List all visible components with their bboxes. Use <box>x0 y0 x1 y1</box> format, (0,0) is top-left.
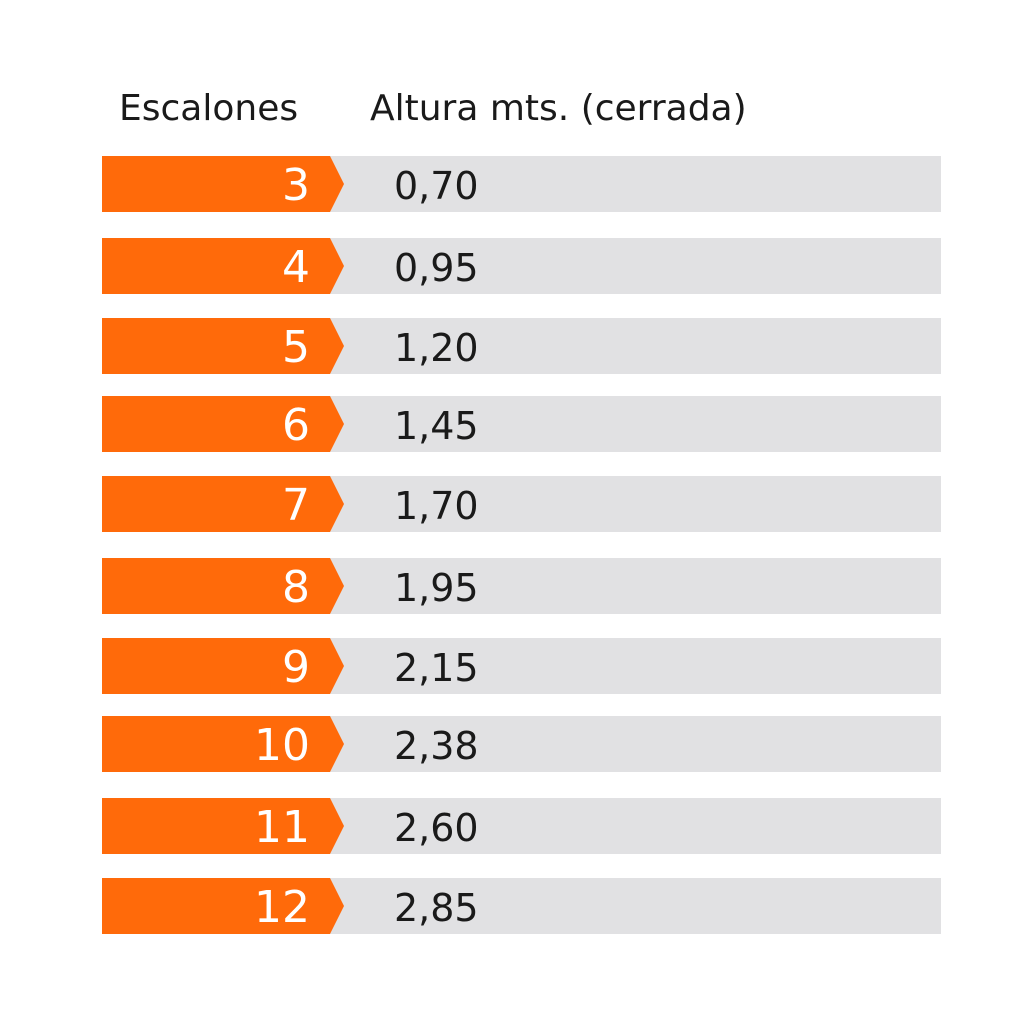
closed-height: 0,95 <box>394 246 479 290</box>
step-count: 7 <box>282 480 310 531</box>
closed-height: 2,60 <box>394 806 479 850</box>
column-header-steps: Escalones <box>119 88 299 129</box>
closed-height: 1,95 <box>394 566 479 610</box>
closed-height: 1,45 <box>394 404 479 448</box>
closed-height: 0,70 <box>394 164 479 208</box>
table-row: 3 0,70 <box>102 156 941 212</box>
column-header-height: Altura mts. (cerrada) <box>370 88 747 129</box>
step-count-tag: 7 <box>102 476 344 532</box>
closed-height: 2,38 <box>394 724 479 768</box>
step-count-tag: 6 <box>102 396 344 452</box>
closed-height: 2,15 <box>394 646 479 690</box>
step-count: 8 <box>282 562 310 613</box>
table-row: 6 1,45 <box>102 396 941 452</box>
closed-height: 2,85 <box>394 886 479 930</box>
step-count-tag: 11 <box>102 798 344 854</box>
step-count: 10 <box>254 720 310 771</box>
step-count-tag: 5 <box>102 318 344 374</box>
table-row: 7 1,70 <box>102 476 941 532</box>
table-row: 4 0,95 <box>102 238 941 294</box>
table-row: 12 2,85 <box>102 878 941 934</box>
step-count: 4 <box>282 242 310 293</box>
closed-height: 1,20 <box>394 326 479 370</box>
table-row: 10 2,38 <box>102 716 941 772</box>
step-count-tag: 4 <box>102 238 344 294</box>
table-row: 9 2,15 <box>102 638 941 694</box>
step-count: 6 <box>282 400 310 451</box>
step-count: 9 <box>282 642 310 693</box>
step-count-tag: 10 <box>102 716 344 772</box>
step-count-tag: 12 <box>102 878 344 934</box>
step-count-tag: 3 <box>102 156 344 212</box>
table-row: 11 2,60 <box>102 798 941 854</box>
step-count: 5 <box>282 322 310 373</box>
step-count: 3 <box>282 160 310 211</box>
step-count: 12 <box>254 882 310 933</box>
closed-height: 1,70 <box>394 484 479 528</box>
step-count-tag: 8 <box>102 558 344 614</box>
step-count-tag: 9 <box>102 638 344 694</box>
step-count: 11 <box>254 802 310 853</box>
table-row: 8 1,95 <box>102 558 941 614</box>
table-row: 5 1,20 <box>102 318 941 374</box>
